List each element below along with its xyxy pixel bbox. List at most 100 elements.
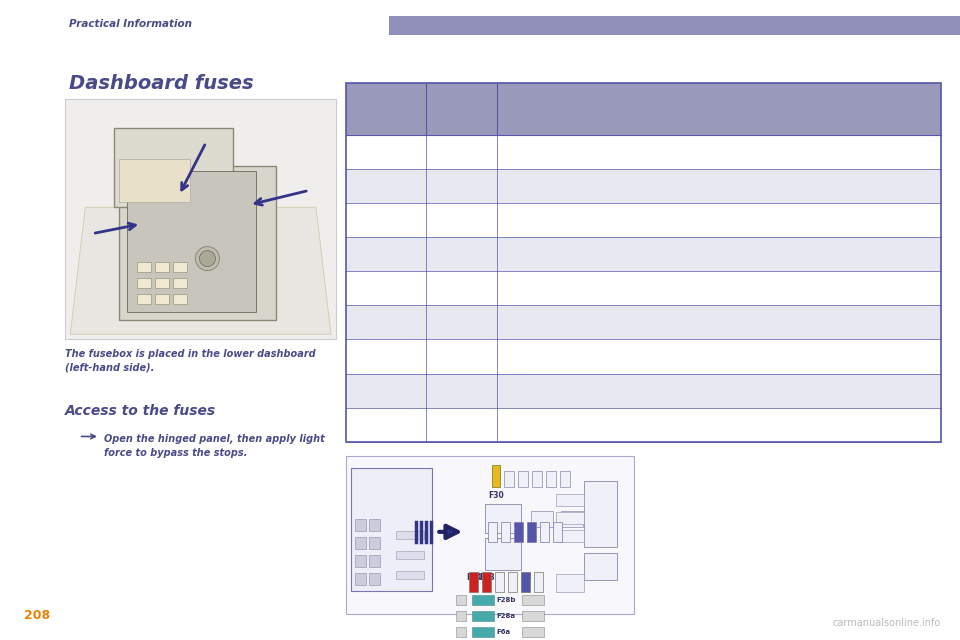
Bar: [472, 595, 494, 605]
Bar: [535, 572, 543, 591]
Text: F29: F29: [375, 385, 396, 396]
Bar: [346, 83, 941, 135]
Bar: [346, 135, 941, 169]
Text: 15: 15: [455, 351, 468, 362]
Text: F17: F17: [494, 518, 511, 527]
Bar: [561, 472, 570, 488]
Bar: [489, 522, 497, 541]
Text: Audio system.: Audio system.: [503, 351, 582, 362]
Text: F16: F16: [375, 284, 396, 293]
Circle shape: [196, 246, 220, 271]
Bar: [515, 522, 523, 541]
Text: 10: 10: [455, 420, 468, 429]
Bar: [119, 159, 190, 202]
Text: 20: 20: [455, 385, 468, 396]
Bar: [492, 465, 500, 488]
Text: 208: 208: [24, 609, 50, 622]
Bar: [556, 494, 585, 506]
Text: carmanualsonline.info: carmanualsonline.info: [832, 618, 941, 628]
Bar: [137, 278, 152, 288]
Text: F30: F30: [489, 492, 504, 500]
Bar: [532, 511, 553, 527]
Bar: [522, 611, 544, 621]
Text: Alarm.: Alarm.: [503, 181, 540, 191]
Bar: [508, 572, 517, 591]
Bar: [355, 573, 367, 584]
Text: Audio system.: Audio system.: [503, 147, 582, 157]
Text: Fuse
N°: Fuse N°: [372, 98, 400, 120]
Circle shape: [200, 251, 215, 267]
Bar: [346, 271, 941, 305]
Bar: [556, 573, 585, 592]
Bar: [540, 522, 549, 541]
Text: F13: F13: [375, 215, 396, 225]
Text: Front courtesy lamp, courtesy mirror.: Front courtesy lamp, courtesy mirror.: [503, 317, 708, 328]
Polygon shape: [70, 207, 331, 334]
Bar: [522, 627, 544, 637]
Text: F14: F14: [467, 573, 482, 582]
Bar: [456, 611, 467, 621]
Text: 10: 10: [455, 250, 468, 259]
Text: Front 12 V socket.: Front 12 V socket.: [503, 250, 603, 259]
Text: 5: 5: [458, 284, 465, 293]
Text: 10: 10: [455, 215, 468, 225]
Text: F6a: F6a: [496, 628, 511, 634]
Bar: [346, 83, 941, 442]
Bar: [469, 572, 478, 591]
Bar: [482, 572, 492, 591]
Bar: [346, 408, 941, 442]
Text: F6: F6: [379, 181, 393, 191]
Bar: [485, 504, 521, 532]
Bar: [355, 518, 367, 531]
Bar: [119, 166, 276, 320]
Text: Front cigar lighter.: Front cigar lighter.: [503, 215, 606, 225]
Bar: [472, 627, 494, 637]
Text: F28 A or B: F28 A or B: [357, 351, 414, 362]
Text: F17: F17: [375, 317, 396, 328]
Bar: [156, 278, 169, 288]
Bar: [174, 278, 187, 288]
Bar: [553, 522, 563, 541]
Bar: [370, 555, 380, 566]
Bar: [456, 595, 467, 605]
Text: Functions: Functions: [689, 104, 749, 114]
Bar: [501, 522, 511, 541]
Bar: [351, 468, 432, 591]
Bar: [346, 339, 941, 374]
Bar: [370, 573, 380, 584]
Bar: [137, 294, 152, 304]
Bar: [355, 555, 367, 566]
Bar: [65, 99, 336, 339]
Bar: [370, 518, 380, 531]
Bar: [485, 538, 521, 570]
Text: Rear courtesy lamp, sun visor reading lamps.: Rear courtesy lamp, sun visor reading la…: [503, 284, 753, 293]
Bar: [355, 536, 367, 548]
Bar: [346, 237, 941, 271]
Text: F14: F14: [375, 250, 396, 259]
Bar: [396, 550, 424, 559]
Text: F28b: F28b: [496, 596, 516, 602]
Text: The fusebox is placed in the lower dashboard
(left-hand side).: The fusebox is placed in the lower dashb…: [65, 349, 316, 372]
Bar: [346, 374, 941, 408]
Bar: [495, 572, 504, 591]
Text: F13: F13: [479, 573, 495, 582]
Bar: [346, 305, 941, 339]
Bar: [518, 472, 528, 488]
Bar: [546, 472, 557, 488]
Bar: [585, 481, 617, 547]
Bar: [456, 627, 467, 637]
Bar: [522, 595, 544, 605]
Bar: [504, 472, 515, 488]
Text: Practical Information: Practical Information: [69, 19, 192, 29]
Text: F28a: F28a: [496, 612, 516, 618]
Bar: [114, 128, 233, 207]
Text: Audio amplifier.: Audio amplifier.: [503, 420, 590, 429]
Bar: [128, 172, 256, 312]
Text: F16: F16: [504, 518, 520, 527]
Text: 5: 5: [458, 317, 465, 328]
Bar: [556, 530, 585, 542]
Text: F32: F32: [375, 420, 396, 429]
Bar: [585, 553, 617, 580]
Bar: [346, 169, 941, 204]
Bar: [556, 512, 585, 524]
